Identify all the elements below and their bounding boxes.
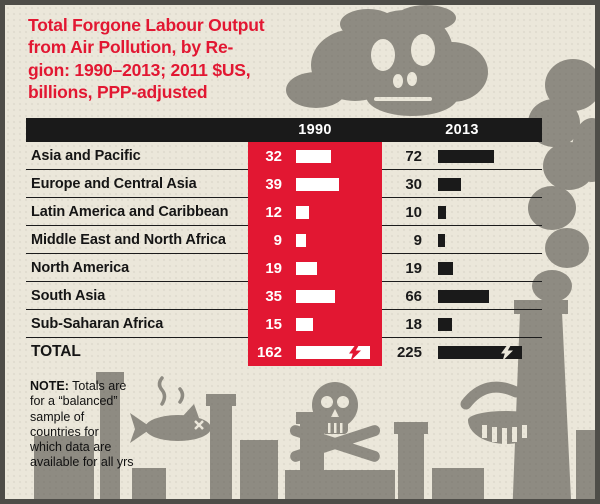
skull-crossbones-icon: [289, 382, 381, 462]
column-header-2013: 2013: [445, 122, 479, 138]
bar-1990: [296, 261, 317, 275]
cell-2013: 10: [382, 198, 542, 226]
chart-title-line: gion: 1990–2013; 2011 $US,: [28, 59, 251, 80]
bar-1990: [296, 177, 339, 191]
chart-title-line: from Air Pollution, by Re-: [28, 37, 234, 58]
table-row: Latin America and Caribbean 12 10: [26, 198, 542, 226]
value-2013: 72: [405, 147, 422, 165]
value-1990: 15: [265, 315, 282, 333]
background-art: [34, 5, 595, 499]
cell-1990: 32: [248, 142, 382, 170]
bar-1990: [296, 233, 306, 247]
value-1990: 35: [265, 287, 282, 305]
value-1990: 19: [265, 259, 282, 277]
region-label: Middle East and North Africa: [31, 232, 226, 248]
table-row-total: TOTAL 162 225: [26, 338, 542, 366]
value-2013: 66: [405, 287, 422, 305]
value-2013: 19: [405, 259, 422, 277]
table-row: Asia and Pacific 32 72: [26, 142, 542, 170]
break-mark-icon: [501, 343, 513, 361]
data-table: 1990 2013 Asia and Pacific 32 72 Europe …: [26, 118, 542, 366]
table-row: North America 19 19: [26, 254, 542, 282]
cell-2013: 66: [382, 282, 542, 310]
bar-2013: [438, 289, 490, 303]
total-bar-1990: [296, 343, 370, 361]
region-label: Sub-Saharan Africa: [31, 316, 164, 332]
cell-2013: 9: [382, 226, 542, 254]
value-1990: 12: [265, 203, 282, 221]
value-2013: 10: [405, 203, 422, 221]
smoke-skull-icon: [286, 5, 488, 116]
region-label: Latin America and Caribbean: [31, 204, 229, 220]
value-1990: 9: [273, 231, 282, 249]
total-value-2013: 225: [396, 343, 422, 361]
bar-2013: [438, 177, 462, 191]
note-text: Totals are for a “balanced” sample of co…: [30, 379, 134, 470]
bar-1990: [296, 205, 310, 219]
smoke-plume-icon: [512, 59, 595, 499]
total-bar-2013: [438, 343, 522, 361]
break-mark-icon: [349, 343, 361, 361]
bar-1990: [296, 289, 335, 303]
total-value-1990: 162: [256, 343, 282, 361]
cell-2013: 18: [382, 310, 542, 338]
chart-title-line: billions, PPP-adjusted: [28, 82, 208, 103]
total-label: TOTAL: [31, 343, 81, 360]
value-2013: 30: [405, 175, 422, 193]
value-1990: 32: [265, 147, 282, 165]
cell-1990: 12: [248, 198, 382, 226]
smokestack-skyline: [34, 372, 595, 499]
region-label: Europe and Central Asia: [31, 176, 197, 192]
note-label: NOTE:: [30, 379, 69, 393]
table-row: Sub-Saharan Africa 15 18: [26, 310, 542, 338]
cell-1990: 35: [248, 282, 382, 310]
region-label: North America: [31, 260, 130, 276]
total-cell-1990: 162: [248, 338, 382, 366]
cell-1990: 39: [248, 170, 382, 198]
cell-1990: 19: [248, 254, 382, 282]
bar-2013: [438, 205, 446, 219]
cell-1990: 15: [248, 310, 382, 338]
cell-2013: 30: [382, 170, 542, 198]
cell-2013: 72: [382, 142, 542, 170]
table-row: Europe and Central Asia 39 30: [26, 170, 542, 198]
region-label: Asia and Pacific: [31, 148, 141, 164]
bar-1990: [296, 317, 313, 331]
bar-2013: [438, 317, 453, 331]
drain-icon: [460, 381, 544, 444]
value-2013: 9: [413, 231, 422, 249]
bar-1990: [296, 149, 332, 163]
bar-2013: [438, 149, 495, 163]
table-header: 1990 2013: [26, 118, 542, 142]
dead-fish-icon: [130, 376, 211, 443]
bar-2013: [438, 233, 446, 247]
cell-1990: 9: [248, 226, 382, 254]
table-row: South Asia 35 66: [26, 282, 542, 310]
region-label: South Asia: [31, 288, 106, 304]
value-1990: 39: [265, 175, 282, 193]
cell-2013: 19: [382, 254, 542, 282]
table-row: Middle East and North Africa 9 9: [26, 226, 542, 254]
chart-title-line: Total Forgone Labour Output: [28, 15, 265, 35]
total-cell-2013: 225: [382, 338, 542, 366]
note: NOTE: Totals are for a “balanced” sample…: [30, 379, 134, 471]
column-header-1990: 1990: [298, 122, 332, 138]
bar-2013: [438, 261, 453, 275]
chart-title: Total Forgone Labour Output from Air Pol…: [28, 14, 265, 104]
value-2013: 18: [405, 315, 422, 333]
